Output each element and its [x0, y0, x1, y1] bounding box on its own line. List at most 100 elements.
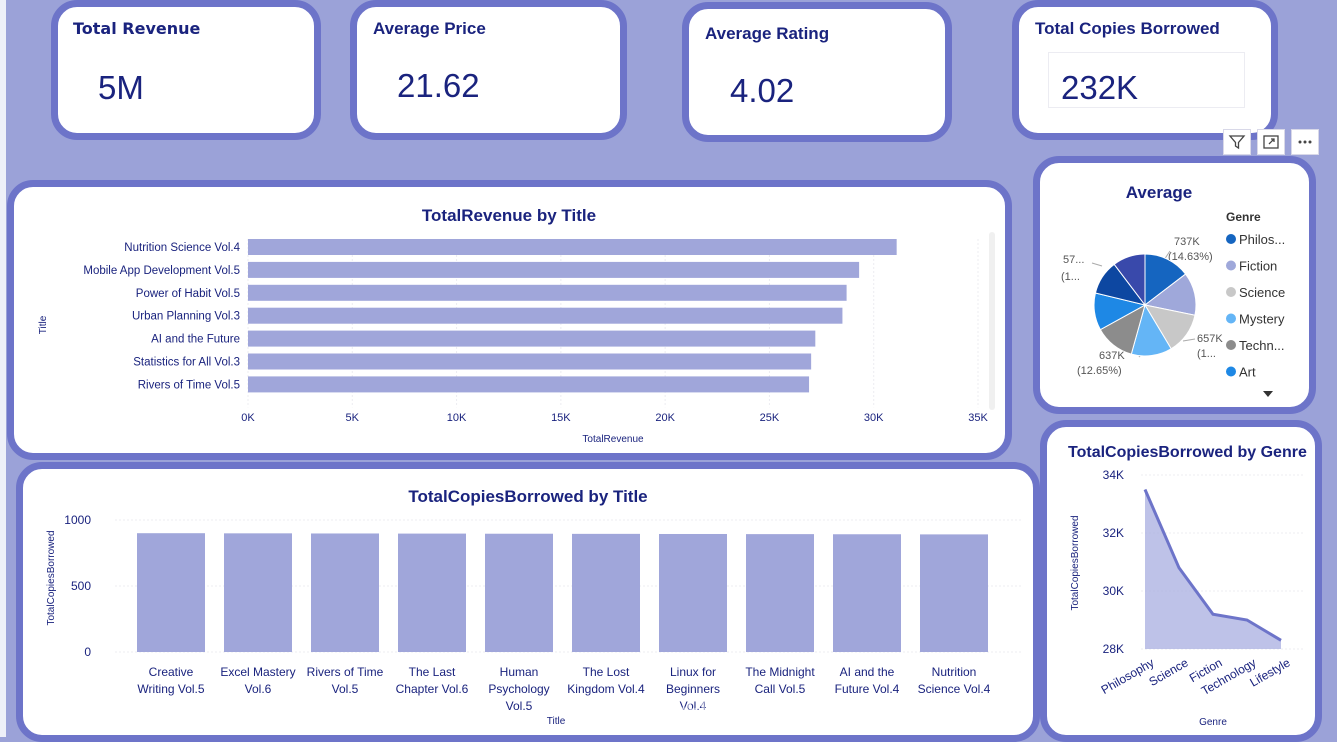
legend-item: Science: [1239, 285, 1285, 300]
copies-by-title-card[interactable]: TotalCopiesBorrowed by Title TotalCopies…: [16, 462, 1040, 742]
x-tick-label-line: Kingdom Vol.4: [567, 682, 645, 696]
kpi-title: Average Rating: [705, 24, 830, 43]
legend-item: Art: [1239, 365, 1256, 380]
filter-button[interactable]: [1223, 129, 1251, 155]
average-by-genre-card[interactable]: Average Genre 737K (14.63%) 657K (1... 6…: [1033, 156, 1316, 414]
x-tick-label: 15K: [551, 412, 571, 424]
y-tick-label: Nutrition Science Vol.4: [124, 242, 240, 254]
leader-line: [1182, 338, 1196, 342]
pie-label: (14.63%): [1168, 251, 1213, 263]
kpi-card-average-price[interactable]: Average Price 21.62: [350, 0, 627, 140]
y-tick-label: 32K: [1103, 526, 1124, 540]
chart-title: TotalCopiesBorrowed by Genre: [1068, 444, 1307, 461]
kpi-value: 5M: [98, 69, 144, 106]
bar: [248, 330, 816, 347]
legend-marker: [1226, 340, 1236, 350]
x-tick-label: 20K: [655, 412, 675, 424]
x-tick-label: Nutrition Science Vol.4: [918, 665, 991, 696]
x-tick-label: AI and the Future Vol.4: [835, 665, 900, 696]
x-tick-label: The Midnight Call Vol.5: [745, 665, 815, 696]
x-tick-label-line: Vol.6: [245, 682, 272, 696]
x-tick-label: 30K: [864, 412, 884, 424]
kpi-value: 4.02: [730, 72, 795, 109]
x-tick-label-line: Rivers of Time: [307, 665, 384, 679]
filter-icon: [1228, 135, 1246, 150]
y-tick-label: 0: [84, 645, 91, 659]
x-tick-label: 0K: [241, 412, 255, 424]
x-tick-label-line: Human: [500, 665, 539, 679]
legend-marker: [1226, 366, 1236, 377]
genre-area-chart: TotalCopiesBorrowed Genre 28K30K32K34KPh…: [1070, 468, 1305, 728]
legend-marker: [1226, 313, 1236, 324]
kpi-title: Total Copies Borrowed: [1035, 19, 1220, 38]
kpi-title: Average Price: [373, 19, 486, 38]
kpi-value-frame: [1048, 52, 1245, 108]
focus-mode-button[interactable]: [1257, 129, 1285, 155]
x-tick-label-line: Writing Vol.5: [137, 682, 204, 696]
x-tick-label: Excel Mastery Vol.6: [220, 665, 295, 696]
y-tick-label: 30K: [1103, 584, 1124, 598]
pie-label: (1...: [1061, 271, 1080, 283]
kpi-card-average-rating[interactable]: Average Rating 4.02: [682, 2, 952, 142]
revenue-by-title-card[interactable]: TotalRevenue by Title Title TotalRevenue…: [7, 180, 1012, 460]
x-tick-label: Human Psychology Vol.5: [488, 665, 549, 713]
legend-item: Fiction: [1239, 259, 1277, 274]
bar: [224, 533, 292, 652]
scrollbar[interactable]: [989, 232, 995, 410]
x-tick-label: 5K: [346, 412, 360, 424]
legend-scroll-down-icon[interactable]: [1263, 391, 1273, 397]
x-axis-title: Title: [547, 716, 566, 727]
y-tick-label: Urban Planning Vol.3: [132, 311, 240, 323]
x-tick-label: Science: [1147, 655, 1191, 689]
y-tick-label: Mobile App Development Vol.5: [83, 265, 240, 277]
x-tick-label-line: Vol.5: [332, 682, 359, 696]
bar: [248, 353, 812, 370]
copies-by-genre-card[interactable]: TotalCopiesBorrowed by Genre TotalCopies…: [1040, 420, 1322, 742]
y-tick-label: AI and the Future: [151, 334, 240, 346]
more-options-icon: [1298, 140, 1312, 144]
legend-marker: [1226, 287, 1236, 297]
x-tick-label: The Lost Kingdom Vol.4: [567, 665, 645, 696]
x-tick-label-line: Future Vol.4: [835, 682, 900, 696]
bar: [833, 534, 901, 652]
y-tick-label: 34K: [1103, 468, 1124, 482]
kpi-value: 21.62: [397, 67, 480, 104]
chart-title: Average: [1125, 183, 1193, 202]
legend-title: Genre: [1226, 210, 1261, 224]
y-axis-title: TotalCopiesBorrowed: [1070, 515, 1081, 610]
genre-pie-chart: Genre 737K (14.63%) 657K (1... 637K (12.…: [1061, 210, 1285, 397]
kpi-card-total-revenue[interactable]: Total Revenue 5M: [51, 0, 321, 140]
more-options-button[interactable]: [1291, 129, 1319, 155]
x-tick-label: Rivers of Time Vol.5: [307, 665, 384, 696]
bar: [746, 534, 814, 652]
x-tick-label-line: Science Vol.4: [918, 682, 991, 696]
y-tick-label: 28K: [1103, 642, 1124, 656]
bar: [248, 261, 860, 278]
watermark: mostaql.com: [588, 690, 737, 717]
x-tick-label: 25K: [760, 412, 780, 424]
bar: [137, 533, 205, 652]
x-tick-label-line: The Midnight: [745, 665, 815, 679]
y-axis-title: Title: [38, 315, 49, 334]
pie-label: 657K: [1197, 333, 1223, 345]
bar: [659, 533, 727, 652]
legend-item: Techn...: [1239, 338, 1285, 353]
x-tick-label-line: Psychology: [488, 682, 549, 696]
bar: [311, 533, 379, 652]
pie-label: 637K: [1099, 350, 1125, 362]
y-tick-label: Statistics for All Vol.3: [133, 357, 240, 369]
y-tick-label: 500: [71, 579, 91, 593]
pie-label: (1...: [1197, 348, 1216, 360]
pie-label: 737K: [1174, 236, 1200, 248]
bar: [248, 284, 847, 301]
x-tick-label-line: The Lost: [583, 665, 630, 679]
x-tick-label: The Last Chapter Vol.6: [396, 665, 469, 696]
pie-label: (12.65%): [1077, 365, 1122, 377]
bar: [485, 533, 553, 652]
x-tick-label: Linux for Beginners Vol.4: [666, 665, 720, 713]
area-line: [1143, 488, 1282, 642]
y-tick-label: Rivers of Time Vol.5: [138, 379, 240, 391]
x-tick-label-line: Nutrition: [932, 665, 977, 679]
x-tick-label-line: Chapter Vol.6: [396, 682, 469, 696]
kpi-card-total-copies-borrowed[interactable]: Total Copies Borrowed 232K: [1012, 0, 1278, 140]
